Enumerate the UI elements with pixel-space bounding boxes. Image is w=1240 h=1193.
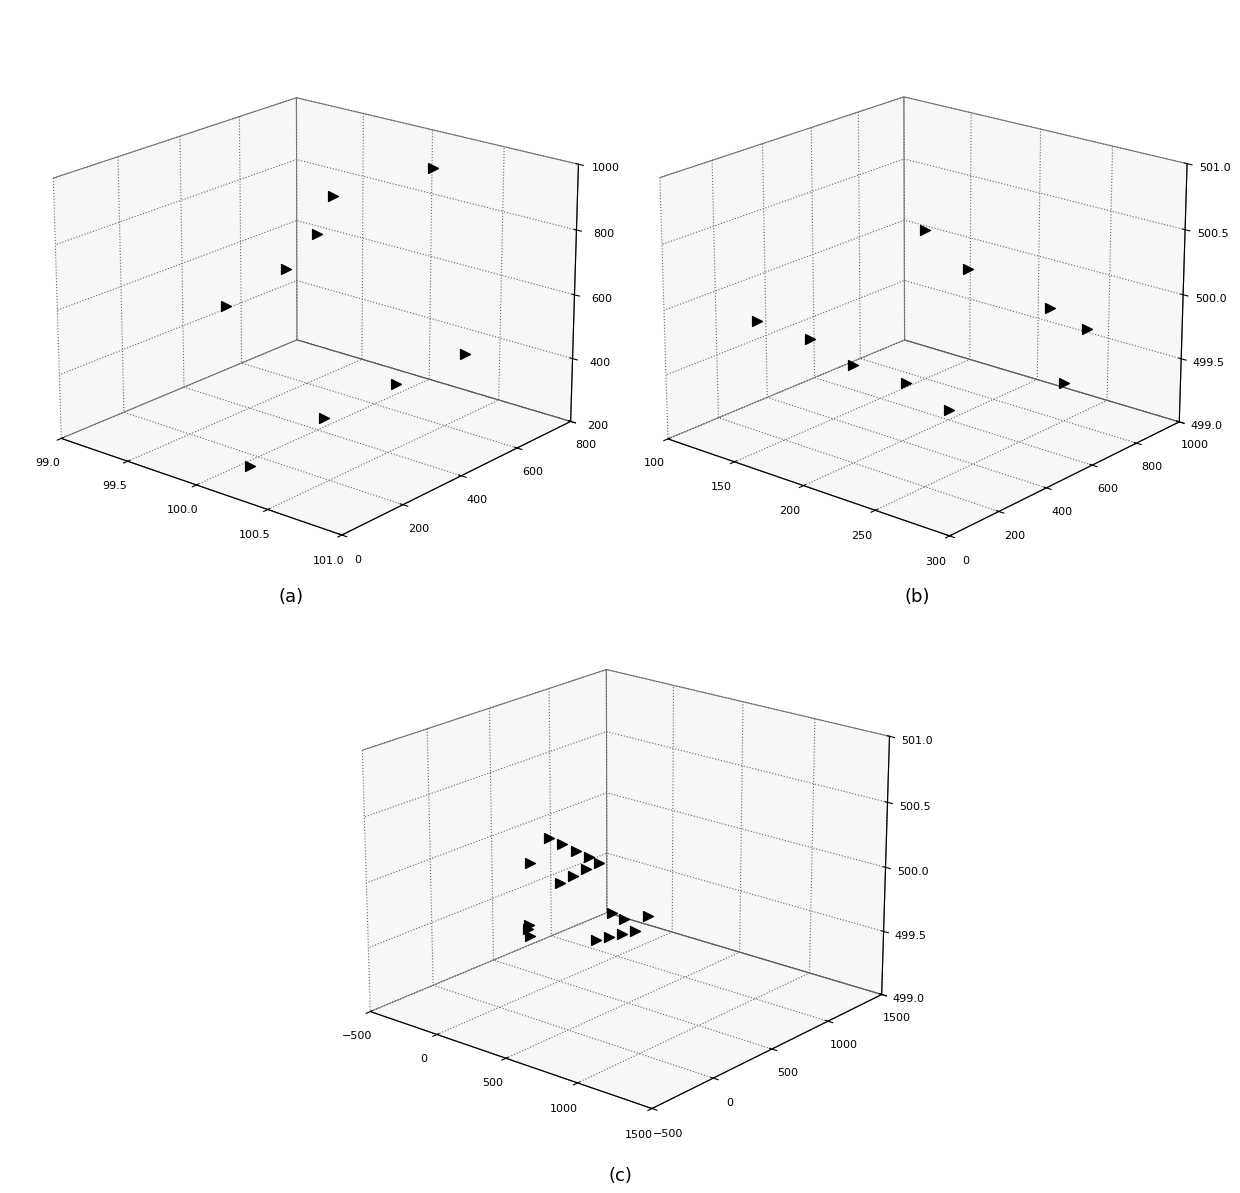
Text: (b): (b): [905, 588, 930, 606]
Text: (a): (a): [279, 588, 304, 606]
Text: (c): (c): [608, 1167, 632, 1185]
